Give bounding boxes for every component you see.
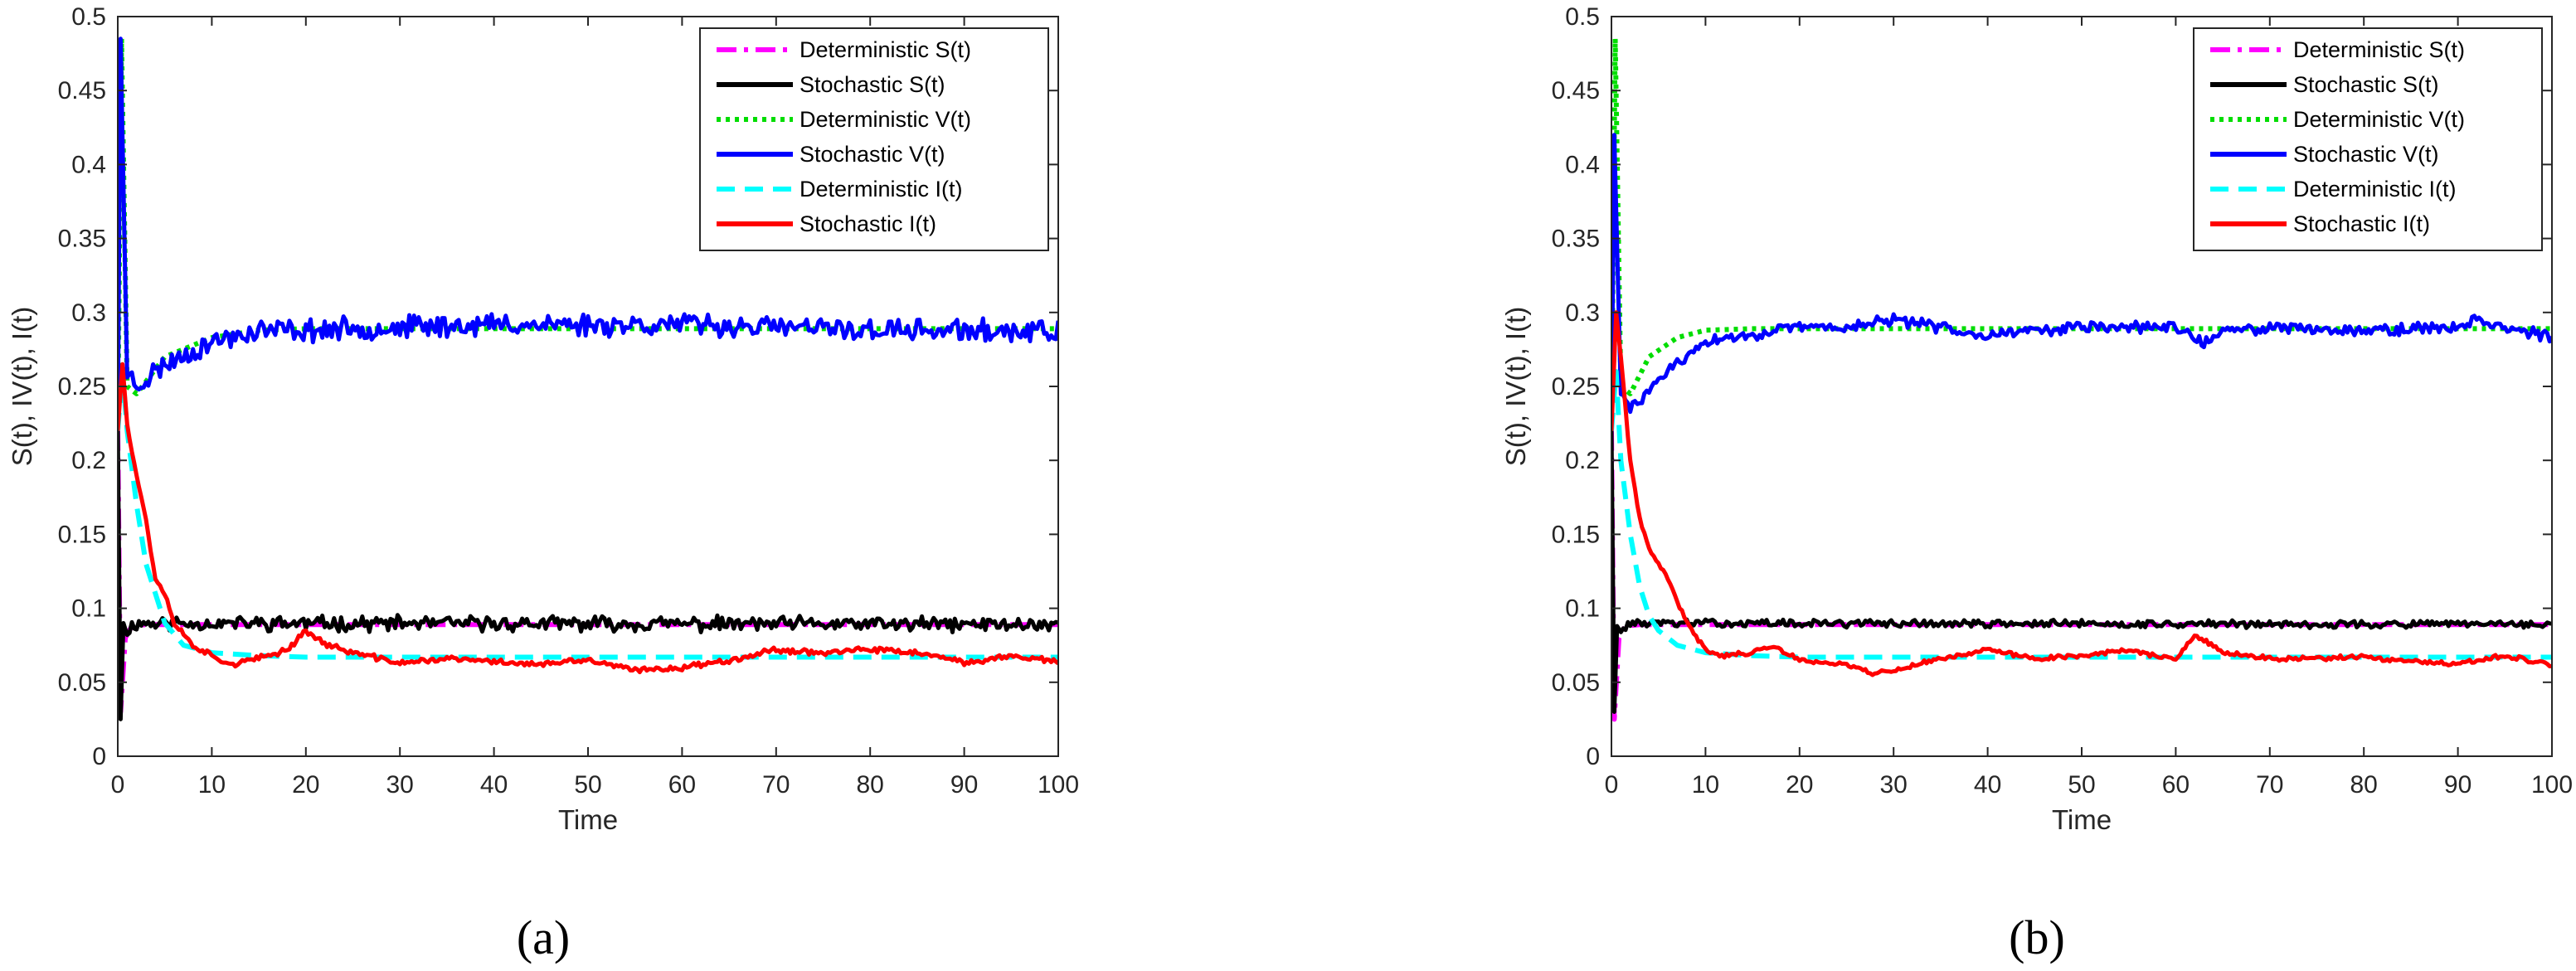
legend-label: Deterministic S(t)	[2293, 37, 2465, 62]
series-line-sto_V	[118, 36, 1058, 431]
legend-label: Deterministic I(t)	[800, 177, 963, 201]
legend: Deterministic S(t) Stochastic S(t) Determi…	[2193, 27, 2543, 251]
y-tick-label: 0	[1586, 743, 1600, 770]
x-tick-label: 30	[386, 771, 414, 799]
x-axis-label: Time	[2052, 804, 2112, 835]
x-tick-label: 80	[2350, 771, 2378, 799]
y-tick-label: 0.2	[1565, 447, 1600, 474]
y-tick-label: 0.15	[58, 521, 106, 548]
y-tick-label: 0.4	[71, 151, 106, 178]
series-line-sto_S	[118, 430, 1058, 721]
y-tick-label: 0.45	[58, 77, 106, 104]
x-tick-label: 60	[668, 771, 696, 799]
series-line-sto_I	[118, 362, 1058, 675]
series-line-sto_S	[1611, 430, 2552, 714]
legend-label: Stochastic I(t)	[2293, 211, 2430, 236]
series-line-det_I	[1611, 369, 2552, 660]
x-tick-label: 20	[292, 771, 319, 799]
y-tick-label: 0.5	[71, 3, 106, 31]
y-tick-label: 0.3	[71, 299, 106, 327]
y-axis-label: S(t), IV(t), I(t)	[1500, 307, 1531, 466]
panel-a-chart: 0 10 20 30 40 50 60 70 80 90 100 0 0.05 0.1 0.15 0.2 0.2…	[7, 3, 1079, 835]
x-tick-label: 10	[1692, 771, 1719, 799]
x-tick-label: 50	[574, 771, 601, 799]
x-tick-label: 100	[1038, 771, 1079, 799]
y-tick-label: 0.2	[71, 447, 106, 474]
x-tick-label: 50	[2068, 771, 2095, 799]
y-tick-label: 0.15	[1552, 521, 1600, 548]
x-tick-label: 30	[1880, 771, 1908, 799]
legend-box	[2193, 27, 2543, 251]
y-tick-label: 0.25	[1552, 373, 1600, 401]
panel-label-a: (a)	[517, 910, 570, 964]
y-tick-label: 0.45	[1552, 77, 1600, 104]
x-tick-label: 40	[480, 771, 508, 799]
series-line-sto_I	[1611, 310, 2552, 677]
legend-label: Stochastic V(t)	[800, 142, 945, 167]
series-line-det_V	[1611, 36, 2552, 431]
legend-box	[699, 27, 1049, 251]
y-tick-label: 0.4	[1565, 151, 1600, 178]
x-tick-label: 10	[198, 771, 226, 799]
series-line-sto_V	[1611, 133, 2552, 431]
y-tick-label: 0.5	[1565, 3, 1600, 31]
y-axis-label: S(t), IV(t), I(t)	[7, 307, 37, 466]
x-tick-label: 60	[2162, 771, 2190, 799]
x-axis-label: Time	[558, 804, 618, 835]
y-tick-label: 0.35	[1552, 226, 1600, 253]
legend-label: Deterministic V(t)	[800, 107, 971, 132]
legend-label: Stochastic S(t)	[2293, 72, 2439, 97]
x-tick-label: 20	[1786, 771, 1813, 799]
legend-label: Stochastic I(t)	[800, 211, 936, 236]
legend-label: Deterministic S(t)	[800, 37, 971, 62]
y-tick-label: 0.1	[1565, 595, 1600, 623]
legend-label: Stochastic V(t)	[2293, 142, 2439, 167]
y-tick-label: 0.3	[1565, 299, 1600, 327]
panel-b-chart: 0 10 20 30 40 50 60 70 80 90 100 0 0.05 0.1 0.15 0.2 0.2…	[1500, 3, 2573, 835]
legend-label: Stochastic S(t)	[800, 72, 945, 97]
panel-label-b: (b)	[2009, 910, 2065, 964]
y-tick-label: 0.25	[58, 373, 106, 401]
y-tick-label: 0.35	[58, 226, 106, 253]
x-tick-label: 0	[111, 771, 125, 799]
legend-label: Deterministic V(t)	[2293, 107, 2465, 132]
y-tick-label: 0.05	[58, 669, 106, 697]
x-tick-label: 90	[950, 771, 978, 799]
x-tick-label: 0	[1605, 771, 1619, 799]
x-tick-label: 70	[2256, 771, 2283, 799]
legend: Deterministic S(t) Stochastic S(t) Determi…	[699, 27, 1049, 251]
legend-label: Deterministic I(t)	[2293, 177, 2457, 201]
x-tick-label: 80	[857, 771, 884, 799]
x-tick-label: 70	[762, 771, 790, 799]
y-tick-label: 0.1	[71, 595, 106, 623]
x-tick-label: 90	[2444, 771, 2472, 799]
y-tick-label: 0	[92, 743, 106, 770]
y-tick-label: 0.05	[1552, 669, 1600, 697]
x-tick-label: 40	[1974, 771, 2001, 799]
x-tick-label: 100	[2531, 771, 2573, 799]
